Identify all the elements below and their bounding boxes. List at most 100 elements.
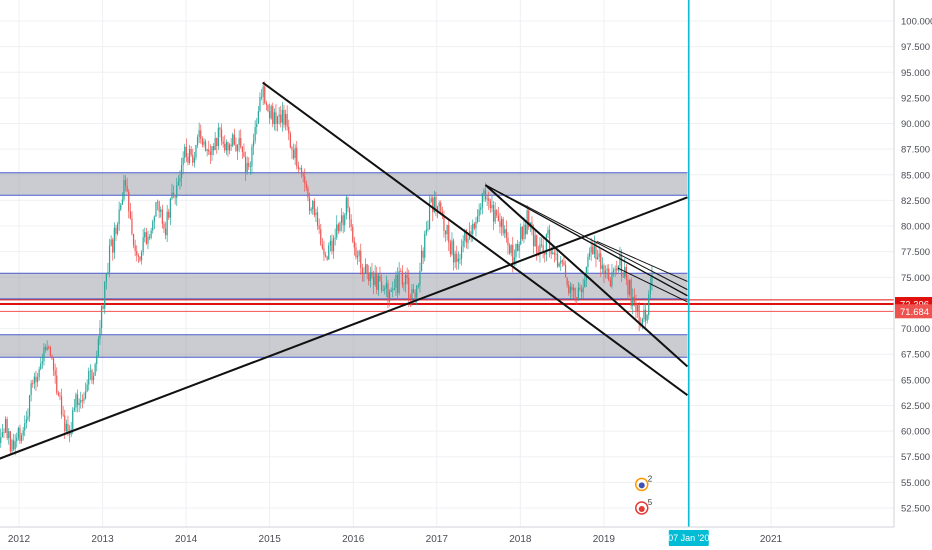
- candle-body: [576, 297, 578, 299]
- candle-body: [297, 166, 299, 169]
- price-label-text: 71.684: [900, 307, 929, 318]
- candle-body: [273, 112, 275, 125]
- candle-body: [643, 309, 645, 320]
- candle-body: [177, 181, 179, 186]
- price-tick-label: 57.500: [901, 452, 930, 463]
- candle-body: [619, 254, 621, 266]
- candle-body: [424, 233, 426, 258]
- candle-body: [51, 355, 53, 359]
- candle-body: [408, 277, 410, 299]
- candle-body: [436, 206, 439, 211]
- candle-body: [104, 281, 106, 309]
- candle-body: [448, 225, 450, 243]
- event-markers[interactable]: 25: [634, 474, 653, 515]
- candle-body: [612, 270, 615, 273]
- candle-body: [561, 260, 563, 262]
- time-tick-label: 2018: [509, 534, 532, 545]
- candle-body: [129, 211, 131, 219]
- candle-body: [193, 157, 195, 163]
- trendline[interactable]: [485, 184, 688, 291]
- candle-body: [579, 287, 581, 290]
- candle-body: [620, 254, 623, 277]
- trendline[interactable]: [617, 267, 688, 303]
- candle-body: [91, 370, 93, 381]
- candle-body: [412, 289, 415, 293]
- candle-body: [406, 275, 408, 278]
- candle-body: [313, 200, 315, 216]
- trendline[interactable]: [0, 196, 688, 462]
- candle-body: [304, 176, 306, 184]
- candle-body: [105, 273, 107, 282]
- candle-body: [500, 218, 503, 227]
- candle-body: [356, 255, 359, 258]
- candle-body: [28, 395, 31, 417]
- price-axis[interactable]: 52.500 55.000 57.500 60.000 62.500 65.000 67.5…: [901, 17, 932, 515]
- candle-body: [633, 296, 635, 303]
- candle-body: [481, 193, 483, 208]
- candle-body: [219, 127, 221, 130]
- candle-body: [113, 227, 115, 253]
- candle-body: [20, 435, 23, 442]
- candle-body: [601, 265, 603, 269]
- candle-body: [630, 279, 632, 307]
- candle-body: [196, 137, 199, 145]
- candle-body: [137, 255, 139, 257]
- candle-body: [588, 252, 591, 257]
- candle-body: [499, 221, 501, 227]
- candle-body: [172, 192, 175, 197]
- candle-body: [267, 104, 269, 112]
- candle-body: [590, 246, 592, 253]
- candle-body: [486, 198, 488, 200]
- candle-body: [88, 371, 90, 385]
- candle-body: [163, 223, 165, 229]
- candle-body: [211, 146, 213, 155]
- time-tick-label: 2015: [259, 534, 282, 545]
- candle-body: [292, 149, 295, 159]
- candle-body: [584, 280, 586, 288]
- candle-body: [94, 364, 96, 376]
- grid-lines: [0, 0, 894, 527]
- candle-body: [30, 383, 32, 396]
- trendline[interactable]: [485, 184, 688, 297]
- candle-body: [33, 376, 35, 384]
- time-axis[interactable]: 2012 2013 2014 2015 2016 2017 2018 2019 2021 07 J…: [8, 530, 783, 546]
- trendline[interactable]: [484, 184, 689, 368]
- candle-body: [164, 228, 167, 236]
- candle-body: [148, 236, 151, 238]
- candle-body: [385, 283, 387, 289]
- candle-body: [59, 395, 61, 397]
- time-tick-label: 2013: [91, 534, 114, 545]
- candle-body: [451, 240, 453, 255]
- candle-body: [24, 423, 26, 431]
- candle-body: [265, 103, 267, 105]
- candle-body: [462, 240, 464, 247]
- event-marker[interactable]: 2: [634, 474, 653, 492]
- candle-body: [598, 253, 600, 258]
- candle-body: [558, 263, 560, 267]
- candle-body: [120, 204, 122, 210]
- candle-body: [281, 109, 283, 123]
- candle-body: [336, 224, 338, 238]
- time-tick-label: 2017: [426, 534, 449, 545]
- candle-body: [54, 370, 56, 376]
- candle-body: [324, 254, 327, 257]
- candle-body: [323, 248, 325, 255]
- candle-body: [155, 202, 157, 217]
- candle-body: [96, 355, 98, 365]
- candle-body: [16, 437, 18, 442]
- candle-body: [569, 286, 571, 294]
- candle-body: [388, 291, 391, 302]
- trendline[interactable]: [596, 240, 688, 282]
- candle-body: [134, 245, 136, 252]
- candle-body: [390, 290, 392, 292]
- candle-body: [332, 238, 335, 252]
- trendline[interactable]: [262, 81, 689, 397]
- candle-body: [233, 134, 235, 145]
- event-marker[interactable]: 5: [634, 498, 653, 515]
- candle-body: [513, 257, 515, 264]
- candle-body: [456, 253, 458, 262]
- candle-body: [366, 264, 368, 273]
- candle-body: [225, 142, 227, 151]
- price-tick-label: 67.500: [901, 350, 930, 361]
